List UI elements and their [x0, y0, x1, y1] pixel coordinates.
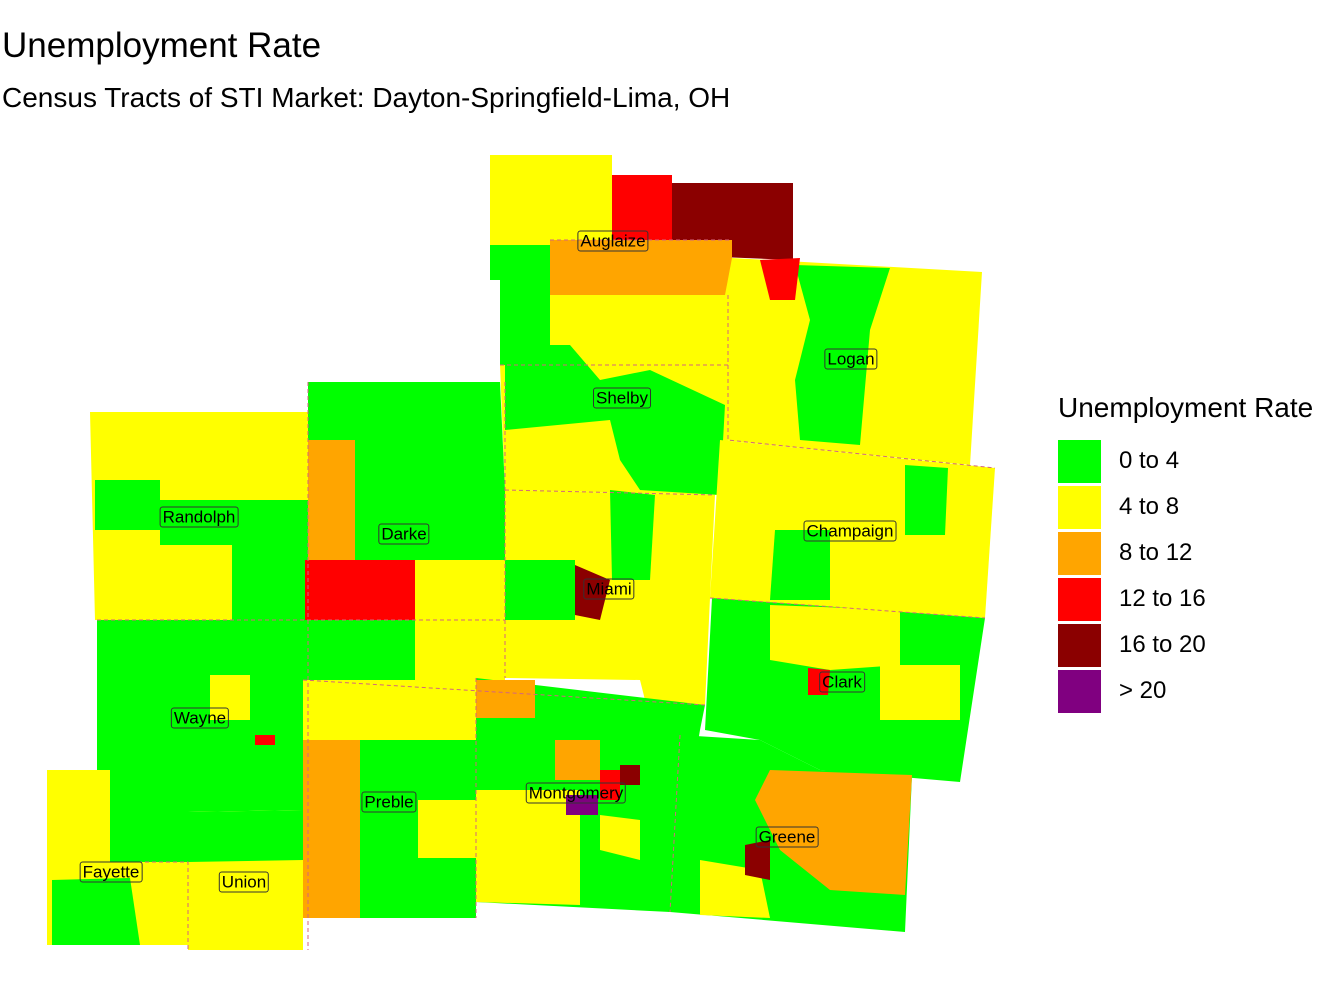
tract [52, 878, 140, 945]
county-boundary [709, 597, 986, 619]
legend-label: > 20 [1119, 677, 1167, 704]
county-label-randolph: Randolph [159, 506, 239, 528]
legend-item: 0 to 4 [1058, 438, 1313, 484]
tract [415, 560, 505, 680]
legend-item: > 20 [1058, 668, 1313, 714]
tract [610, 490, 655, 580]
county-boundary [110, 861, 189, 950]
tract [188, 810, 303, 862]
county-boundary [669, 734, 681, 913]
legend-label: 8 to 12 [1119, 539, 1193, 566]
legend-swatch [1058, 439, 1101, 483]
tract [880, 665, 960, 720]
tract [795, 265, 890, 445]
tract [505, 345, 725, 495]
tract [755, 770, 912, 895]
tract [745, 840, 770, 880]
tract [303, 680, 476, 740]
county-label-union: Union [218, 871, 270, 893]
legend-swatch [1058, 577, 1101, 621]
legend-title: Unemployment Rate [1058, 392, 1314, 423]
tract [566, 795, 598, 815]
county-boundary [504, 489, 716, 496]
legend-item: 12 to 16 [1058, 576, 1313, 622]
tract [905, 465, 948, 535]
tract [308, 440, 355, 560]
tract [770, 605, 900, 670]
county-label-shelby: Shelby [593, 387, 651, 409]
legend-label: 0 to 4 [1119, 447, 1180, 474]
tract [255, 735, 275, 745]
map-subtitle: Census Tracts of STI Market: Dayton-Spri… [2, 82, 731, 113]
tract [760, 258, 800, 300]
map-title: Unemployment Rate [2, 26, 322, 65]
legend-swatch [1058, 623, 1101, 667]
tract [600, 815, 640, 860]
legend-item: 16 to 20 [1058, 622, 1313, 668]
legend-label: 12 to 16 [1119, 585, 1206, 612]
tract [505, 560, 575, 620]
county-label-greene: Greene [755, 826, 819, 848]
county-boundary [727, 295, 996, 469]
legend-swatch [1058, 485, 1101, 529]
tract [600, 770, 620, 800]
tract [476, 680, 535, 718]
legend-label: 16 to 20 [1119, 631, 1206, 658]
tract [550, 240, 732, 295]
legend-item: 4 to 8 [1058, 484, 1313, 530]
tract [160, 500, 308, 620]
county-label-auglaize: Auglaize [577, 230, 649, 252]
county-label-fayette: Fayette [79, 861, 143, 883]
legend-swatch [1058, 669, 1101, 713]
tract [476, 790, 580, 905]
county-label-miami: Miami [583, 578, 635, 600]
county-label-champaign: Champaign [803, 520, 897, 542]
tract [418, 800, 476, 858]
county-label-darke: Darke [378, 523, 430, 545]
tract [808, 668, 830, 695]
tract [95, 480, 160, 530]
county-label-preble: Preble [361, 791, 417, 813]
tract [490, 155, 612, 245]
tract [305, 560, 415, 622]
tract [210, 675, 250, 720]
legend-label: 4 to 8 [1119, 493, 1180, 520]
legend-swatch [1058, 531, 1101, 575]
county-label-montgomery: Montgomery [525, 782, 627, 804]
county-label-logan: Logan [824, 348, 878, 370]
tract [770, 530, 830, 600]
tract [555, 740, 600, 780]
tract [612, 175, 672, 245]
county-label-clark: Clark [819, 671, 865, 693]
legend-item: 8 to 12 [1058, 530, 1313, 576]
tract [303, 740, 360, 918]
tract [490, 245, 550, 365]
legend: Unemployment Rate 0 to 4 4 to 8 8 to 12 … [1058, 392, 1313, 714]
tract [505, 490, 715, 705]
county-label-wayne: Wayne [170, 707, 230, 729]
tract [620, 765, 640, 785]
